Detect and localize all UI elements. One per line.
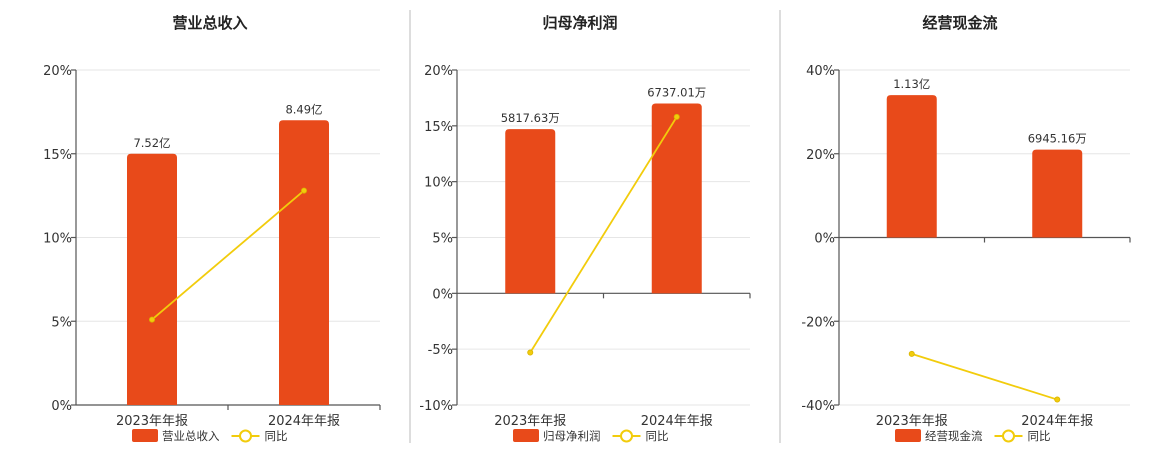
yoy-point-2 [300, 187, 307, 194]
bar-1 [886, 95, 937, 238]
bar-2 [651, 103, 702, 294]
yoy-line [529, 116, 678, 353]
y-tick-label: -20% [801, 315, 835, 330]
bar-data-label: 6945.16万 [1028, 132, 1087, 146]
y-tick-label: -5% [428, 343, 453, 358]
bar-data-label: 1.13亿 [893, 77, 930, 91]
chart-title: 归母净利润 [542, 14, 617, 32]
bar-2 [1032, 149, 1083, 238]
legend-line-marker [239, 429, 252, 443]
x-tick-label: 2024年年报 [268, 414, 340, 429]
y-tick-label: 10% [43, 232, 72, 247]
yoy-line [151, 189, 305, 321]
x-tick-label: 2024年年报 [1021, 414, 1093, 429]
bar-1 [505, 129, 556, 294]
y-tick-label: -10% [419, 399, 453, 414]
chart-title: 经营现金流 [922, 14, 997, 32]
y-tick-label: 0% [51, 399, 72, 414]
y-tick-label: -40% [801, 399, 835, 414]
yoy-point-1 [148, 316, 155, 323]
y-tick-label: 0% [432, 287, 453, 302]
bar-2 [279, 120, 329, 405]
legend-line-label: 同比 [265, 429, 288, 443]
legend-line-label: 同比 [646, 429, 669, 443]
y-tick-label: 40% [806, 64, 835, 79]
y-tick-label: 20% [43, 64, 72, 79]
x-tick-label: 2023年年报 [494, 414, 566, 429]
legend: 归母净利润 同比 [513, 429, 669, 443]
legend-bar-swatch [895, 429, 921, 442]
legend-line-marker [620, 429, 633, 443]
chart-panel-3: 经营现金流 -40% -20% 0% 20% 40% 1.13亿 6945.16万 2023年年… [801, 14, 1131, 443]
bar-data-label: 6737.01万 [647, 86, 706, 100]
y-tick-label: 0% [814, 232, 835, 247]
y-tick-label: 5% [432, 232, 453, 247]
y-tick-label: 20% [806, 148, 835, 163]
y-tick-label: 15% [43, 148, 72, 163]
legend: 经营现金流 同比 [895, 429, 1051, 443]
chart-panel-1: 营业总收入 0% 5% 10% 15% 20% 7.52亿 8.49亿 2023年年报 2024年… [43, 14, 381, 443]
x-tick-label: 2024年年报 [641, 414, 713, 429]
y-tick-label: 5% [51, 315, 72, 330]
chart-panel-2: 归母净利润 -10% -5% 0% 5% 10% 15% 20% 5817.63万 6737.01… [419, 14, 751, 443]
bar-data-label: 5817.63万 [501, 111, 560, 125]
y-tick-label: 10% [424, 176, 453, 191]
yoy-point-1 [908, 350, 915, 357]
yoy-line [911, 353, 1058, 401]
y-tick-label: 20% [424, 64, 453, 79]
legend-bar-label: 归母净利润 [543, 429, 601, 443]
legend-line-label: 同比 [1028, 429, 1051, 443]
legend-bar-label: 经营现金流 [925, 429, 983, 443]
x-tick-label: 2023年年报 [116, 414, 188, 429]
y-tick-label: 15% [424, 120, 453, 135]
chart-title: 营业总收入 [172, 14, 247, 32]
yoy-point-2 [673, 113, 680, 120]
legend-bar-swatch [132, 429, 158, 442]
legend-bar-swatch [513, 429, 539, 442]
yoy-point-1 [527, 349, 534, 356]
bar-data-label: 7.52亿 [133, 136, 170, 150]
yoy-point-2 [1054, 396, 1061, 403]
bar-data-label: 8.49亿 [285, 102, 322, 116]
legend-bar-label: 营业总收入 [162, 429, 220, 443]
legend: 营业总收入 同比 [132, 429, 288, 443]
x-tick-label: 2023年年报 [876, 414, 948, 429]
bar-1 [127, 153, 177, 405]
legend-line-marker [1002, 429, 1015, 443]
